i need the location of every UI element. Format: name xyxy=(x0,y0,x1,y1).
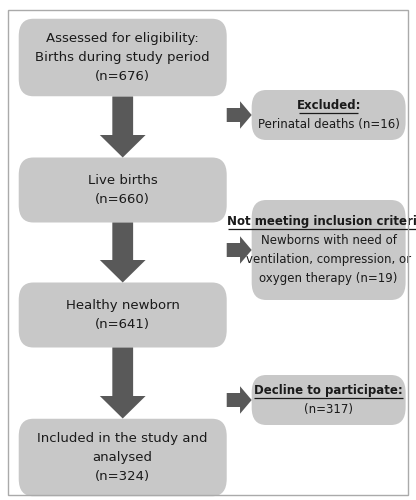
Text: Newborns with need of: Newborns with need of xyxy=(261,234,396,247)
Polygon shape xyxy=(227,101,252,128)
FancyBboxPatch shape xyxy=(19,158,227,222)
Text: Healthy newborn: Healthy newborn xyxy=(66,299,180,312)
Text: Decline to participate:: Decline to participate: xyxy=(254,384,403,397)
FancyBboxPatch shape xyxy=(19,282,227,348)
Text: Perinatal deaths (n=16): Perinatal deaths (n=16) xyxy=(258,118,400,131)
Text: Not meeting inclusion criteria:: Not meeting inclusion criteria: xyxy=(227,215,416,228)
Text: Excluded:: Excluded: xyxy=(296,99,361,112)
FancyBboxPatch shape xyxy=(252,375,406,425)
Text: Assessed for eligibility:: Assessed for eligibility: xyxy=(46,32,199,45)
Polygon shape xyxy=(100,222,146,282)
Polygon shape xyxy=(227,236,252,264)
Text: (n=641): (n=641) xyxy=(95,318,150,331)
Polygon shape xyxy=(100,348,146,418)
FancyBboxPatch shape xyxy=(252,200,406,300)
Text: (n=317): (n=317) xyxy=(304,403,353,416)
Text: Included in the study and: Included in the study and xyxy=(37,432,208,445)
Polygon shape xyxy=(227,386,252,413)
Text: Births during study period: Births during study period xyxy=(35,51,210,64)
Polygon shape xyxy=(100,96,146,158)
Text: analysed: analysed xyxy=(93,451,153,464)
Text: (n=676): (n=676) xyxy=(95,70,150,83)
FancyBboxPatch shape xyxy=(19,419,227,496)
Text: oxygen therapy (n=19): oxygen therapy (n=19) xyxy=(260,272,398,285)
Text: (n=660): (n=660) xyxy=(95,193,150,206)
Text: ventilation, compression, or: ventilation, compression, or xyxy=(246,253,411,266)
Text: Live births: Live births xyxy=(88,174,158,187)
Text: (n=324): (n=324) xyxy=(95,470,150,483)
FancyBboxPatch shape xyxy=(19,18,227,96)
FancyBboxPatch shape xyxy=(252,90,406,140)
